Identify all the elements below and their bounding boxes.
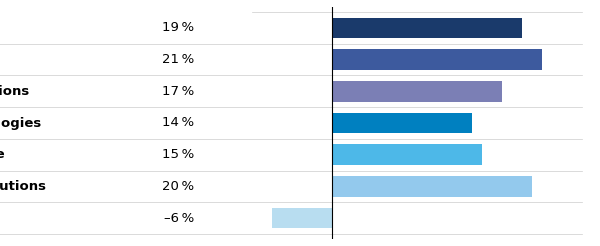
Text: Nutrition & Care: Nutrition & Care: [0, 148, 5, 161]
Text: Surface Technologies: Surface Technologies: [0, 117, 41, 129]
Text: Industrial Solutions: Industrial Solutions: [0, 85, 29, 98]
Bar: [272, 208, 332, 228]
Bar: [332, 81, 502, 102]
Text: 21 %: 21 %: [162, 53, 194, 66]
Text: 17 %: 17 %: [162, 85, 194, 98]
Bar: [332, 176, 532, 197]
Text: Agricultural Solutions: Agricultural Solutions: [0, 180, 46, 193]
Text: 20 %: 20 %: [163, 180, 194, 193]
Text: 14 %: 14 %: [163, 117, 194, 129]
Text: 19 %: 19 %: [163, 21, 194, 34]
Text: –6 %: –6 %: [164, 212, 194, 225]
Bar: [332, 113, 472, 133]
Text: 15 %: 15 %: [162, 148, 194, 161]
Bar: [332, 18, 522, 38]
Bar: [332, 49, 542, 70]
Bar: [332, 144, 482, 165]
